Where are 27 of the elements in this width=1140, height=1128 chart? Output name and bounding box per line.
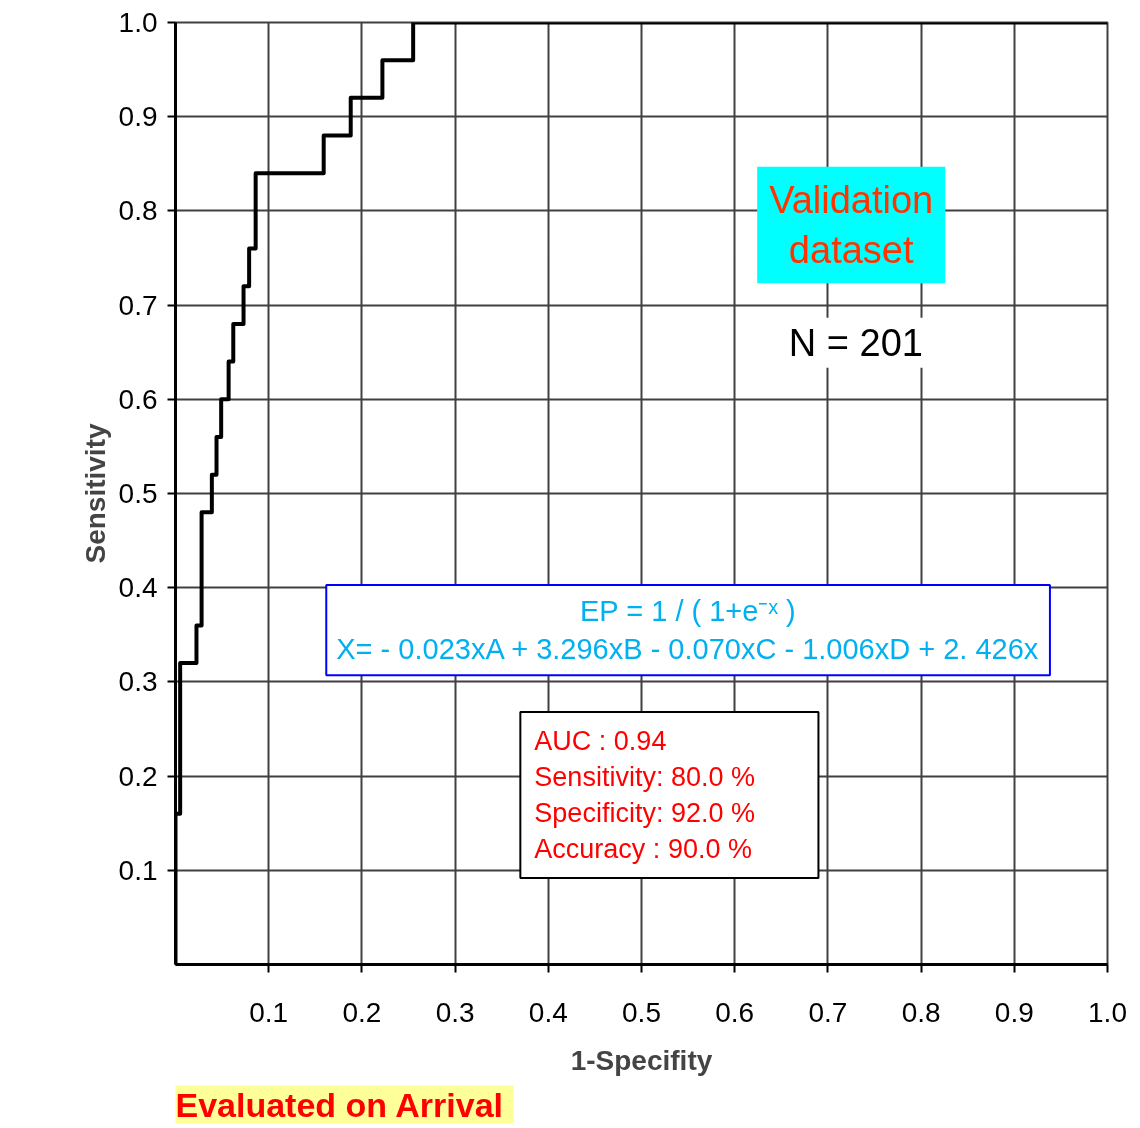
y-tick-label: 0.9	[118, 101, 158, 133]
x-tick-label: 0.7	[808, 996, 848, 1028]
y-tick-label: 0.1	[118, 854, 158, 886]
x-tick-label: 1.0	[1088, 996, 1127, 1028]
annotation: N = 201	[788, 321, 923, 364]
y-tick-label: 0.3	[118, 666, 158, 698]
annotation: Validation dataset	[769, 178, 934, 272]
x-tick-label: 0.5	[622, 996, 661, 1028]
y-tick-label: 0.7	[118, 289, 158, 321]
x-tick-label: 0.8	[901, 996, 941, 1028]
x-tick-label: 0.3	[435, 996, 475, 1028]
annotation: EP = 1 / ( 1+e⁻ˣ ) X= - 0.023xA + 3.296xB - 0.070xC - 1.006xD + 2. 426x	[336, 594, 1039, 666]
y-tick-label: 0.8	[118, 195, 158, 227]
y-tick-label: 1.0	[118, 7, 158, 38]
y-tick-label: 0.6	[118, 383, 158, 415]
x-tick-label: 0.2	[342, 996, 382, 1028]
text: Evaluated on Arrival	[175, 1085, 504, 1124]
x-tick-label: 0.6	[715, 996, 755, 1028]
x-axis-title: 1-Specifity	[570, 1044, 713, 1076]
y-tick-label: 0.2	[118, 760, 158, 792]
annotation: AUC : 0.94 Sensitivity: 80.0 % Specificity: 92.0 % Accuracy : 90.0 %	[534, 725, 755, 864]
y-tick-label: 0.5	[118, 478, 158, 509]
x-tick-label: 0.1	[249, 996, 289, 1028]
x-tick-label: 0.9	[994, 996, 1034, 1028]
y-tick-label: 0.4	[118, 572, 158, 604]
x-tick-label: 0.4	[528, 996, 568, 1028]
y-axis-title: Sensitivity	[79, 423, 111, 564]
